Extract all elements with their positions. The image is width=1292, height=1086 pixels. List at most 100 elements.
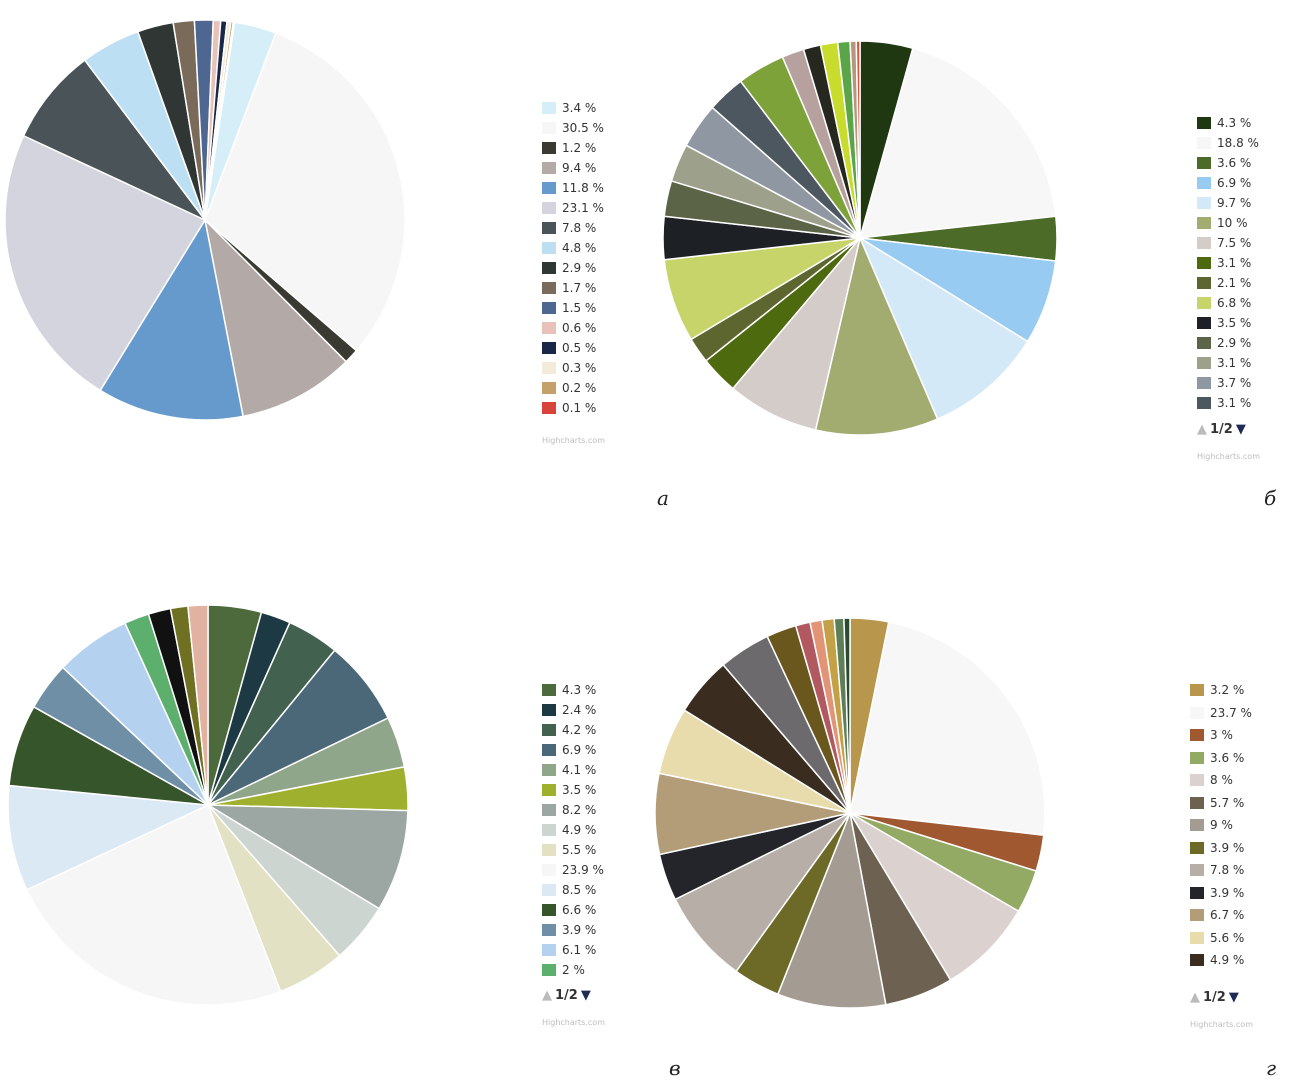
legend-label: 4.2 % bbox=[562, 723, 597, 737]
legend-label: 3.6 % bbox=[1210, 750, 1245, 765]
pie-chart-a bbox=[4, 19, 406, 421]
legend-swatch bbox=[1197, 237, 1211, 249]
legend-label: 4.9 % bbox=[1210, 953, 1245, 967]
legend-label: 6.9 % bbox=[562, 743, 597, 757]
legend-next-arrow-icon[interactable]: ▼ bbox=[1235, 422, 1246, 437]
legend-swatch bbox=[542, 122, 556, 134]
legend-swatch bbox=[1190, 864, 1204, 876]
legend-swatch bbox=[542, 282, 556, 294]
legend-prev-arrow-icon[interactable]: ▲ bbox=[1197, 422, 1207, 437]
legend-swatch bbox=[542, 162, 556, 174]
legend-swatch bbox=[542, 724, 556, 736]
caption-g: г bbox=[1266, 1056, 1277, 1080]
legend-label: 3.4 % bbox=[562, 101, 597, 115]
legend-label: 23.9 % bbox=[562, 863, 604, 877]
legend-swatch bbox=[1190, 886, 1204, 899]
pie-slice[interactable] bbox=[776, 810, 887, 1009]
legend-swatch bbox=[542, 704, 556, 716]
legend-swatch bbox=[542, 784, 556, 796]
legend-swatch bbox=[542, 142, 556, 154]
pie-chart-panel-g: 3.2 % 23.7 % 3 % 3.6 % 8 % 5.7 % 9 % 3.9 % 7.8 %… bbox=[640, 560, 1292, 1040]
pie-slice[interactable] bbox=[843, 617, 851, 814]
legend-label: 5.5 % bbox=[562, 843, 597, 857]
pie-chart-g bbox=[654, 617, 1046, 1009]
legend-label: 6.6 % bbox=[562, 903, 597, 917]
pie-slice[interactable] bbox=[204, 21, 236, 221]
legend-label: 6.8 % bbox=[1217, 296, 1252, 310]
pie-slice[interactable] bbox=[674, 812, 851, 973]
legend-label: 3.9 % bbox=[1210, 885, 1245, 900]
legend-label: 4.3 % bbox=[562, 683, 597, 697]
legend-label: 30.5 % bbox=[562, 121, 604, 135]
pie-slice[interactable] bbox=[25, 803, 282, 1006]
pie-slice[interactable] bbox=[204, 32, 406, 352]
legend-label: 7.5 % bbox=[1217, 236, 1252, 250]
legend-swatch bbox=[1190, 684, 1204, 696]
legend-label: 1.2 % bbox=[562, 141, 597, 155]
legend-swatch bbox=[1190, 931, 1204, 944]
legend-swatch bbox=[542, 744, 556, 756]
legend-swatch bbox=[1197, 197, 1211, 209]
legend-swatch bbox=[1197, 317, 1211, 329]
credits-a[interactable]: Highcharts.com bbox=[542, 436, 605, 445]
legend-swatch bbox=[1190, 954, 1204, 966]
legend-label: 1.7 % bbox=[562, 281, 597, 295]
legend-label: 11.8 % bbox=[562, 181, 604, 195]
legend-swatch bbox=[1197, 177, 1211, 189]
credits-g[interactable]: Highcharts.com bbox=[1190, 1020, 1253, 1029]
legend-swatch bbox=[1190, 774, 1204, 786]
legend-a: 3.4 % 30.5 % 1.2 % 9.4 % 11.8 % 23.1 % 7.8 % 4.… bbox=[542, 100, 640, 430]
pie-slice[interactable] bbox=[858, 47, 1057, 239]
pie-slice[interactable] bbox=[849, 812, 1020, 982]
legend-label: 3.7 % bbox=[1217, 376, 1252, 390]
pie-slice[interactable] bbox=[7, 784, 211, 891]
legend-swatch bbox=[1197, 157, 1211, 169]
legend-label: 2.9 % bbox=[562, 261, 597, 275]
pie-chart-panel-a: 3.4 % 30.5 % 1.2 % 9.4 % 11.8 % 23.1 % 7.8 % 4.… bbox=[0, 0, 640, 470]
pie-slice[interactable] bbox=[187, 604, 209, 806]
legend-prev-arrow-icon[interactable]: ▲ bbox=[1190, 990, 1200, 1005]
pie-slice[interactable] bbox=[858, 236, 1029, 421]
legend-label: 6.7 % bbox=[1210, 908, 1245, 922]
pie-slice[interactable] bbox=[849, 621, 1046, 837]
legend-swatch bbox=[542, 362, 556, 374]
legend-swatch bbox=[542, 322, 556, 334]
pie-chart-v bbox=[7, 604, 409, 1006]
legend-label: 7.8 % bbox=[1210, 863, 1245, 877]
pie-slice[interactable] bbox=[99, 217, 244, 421]
caption-a: а bbox=[657, 486, 669, 510]
legend-swatch bbox=[542, 924, 556, 936]
pie-slice[interactable] bbox=[4, 134, 207, 392]
legend-swatch bbox=[1197, 277, 1211, 289]
credits-b[interactable]: Highcharts.com bbox=[1197, 452, 1260, 461]
legend-label: 3.5 % bbox=[562, 783, 597, 797]
legend-next-arrow-icon[interactable]: ▼ bbox=[1228, 990, 1239, 1005]
legend-label: 1.5 % bbox=[562, 301, 597, 315]
legend-swatch bbox=[542, 202, 556, 214]
legend-label: 3.5 % bbox=[1217, 316, 1252, 330]
legend-label: 3 % bbox=[1210, 728, 1233, 742]
legend-label: 4.1 % bbox=[562, 763, 597, 777]
legend-label: 18.8 % bbox=[1217, 136, 1259, 150]
legend-label: 3.1 % bbox=[1217, 256, 1252, 270]
legend-swatch bbox=[542, 242, 556, 254]
legend-label: 23.7 % bbox=[1210, 705, 1252, 720]
legend-next-arrow-icon[interactable]: ▼ bbox=[580, 988, 591, 1003]
legend-swatch bbox=[542, 302, 556, 314]
pie-slice[interactable] bbox=[22, 59, 206, 221]
legend-label: 9.4 % bbox=[562, 161, 597, 175]
legend-label: 0.5 % bbox=[562, 341, 597, 355]
pie-slice[interactable] bbox=[814, 235, 939, 436]
pie-slice[interactable] bbox=[205, 804, 409, 910]
legend-label: 5.6 % bbox=[1210, 930, 1245, 945]
legend-label: 3.9 % bbox=[562, 923, 597, 937]
legend-swatch bbox=[1197, 257, 1211, 269]
legend-swatch bbox=[542, 262, 556, 274]
legend-g: 3.2 % 23.7 % 3 % 3.6 % 8 % 5.7 % 9 % 3.9 % 7.8 %… bbox=[1190, 682, 1290, 982]
pie-slice[interactable] bbox=[203, 217, 348, 418]
legend-label: 0.1 % bbox=[562, 401, 597, 415]
credits-v[interactable]: Highcharts.com bbox=[542, 1018, 605, 1027]
pie-slice[interactable] bbox=[855, 40, 861, 239]
legend-prev-arrow-icon[interactable]: ▲ bbox=[542, 988, 552, 1003]
legend-swatch bbox=[542, 402, 556, 414]
